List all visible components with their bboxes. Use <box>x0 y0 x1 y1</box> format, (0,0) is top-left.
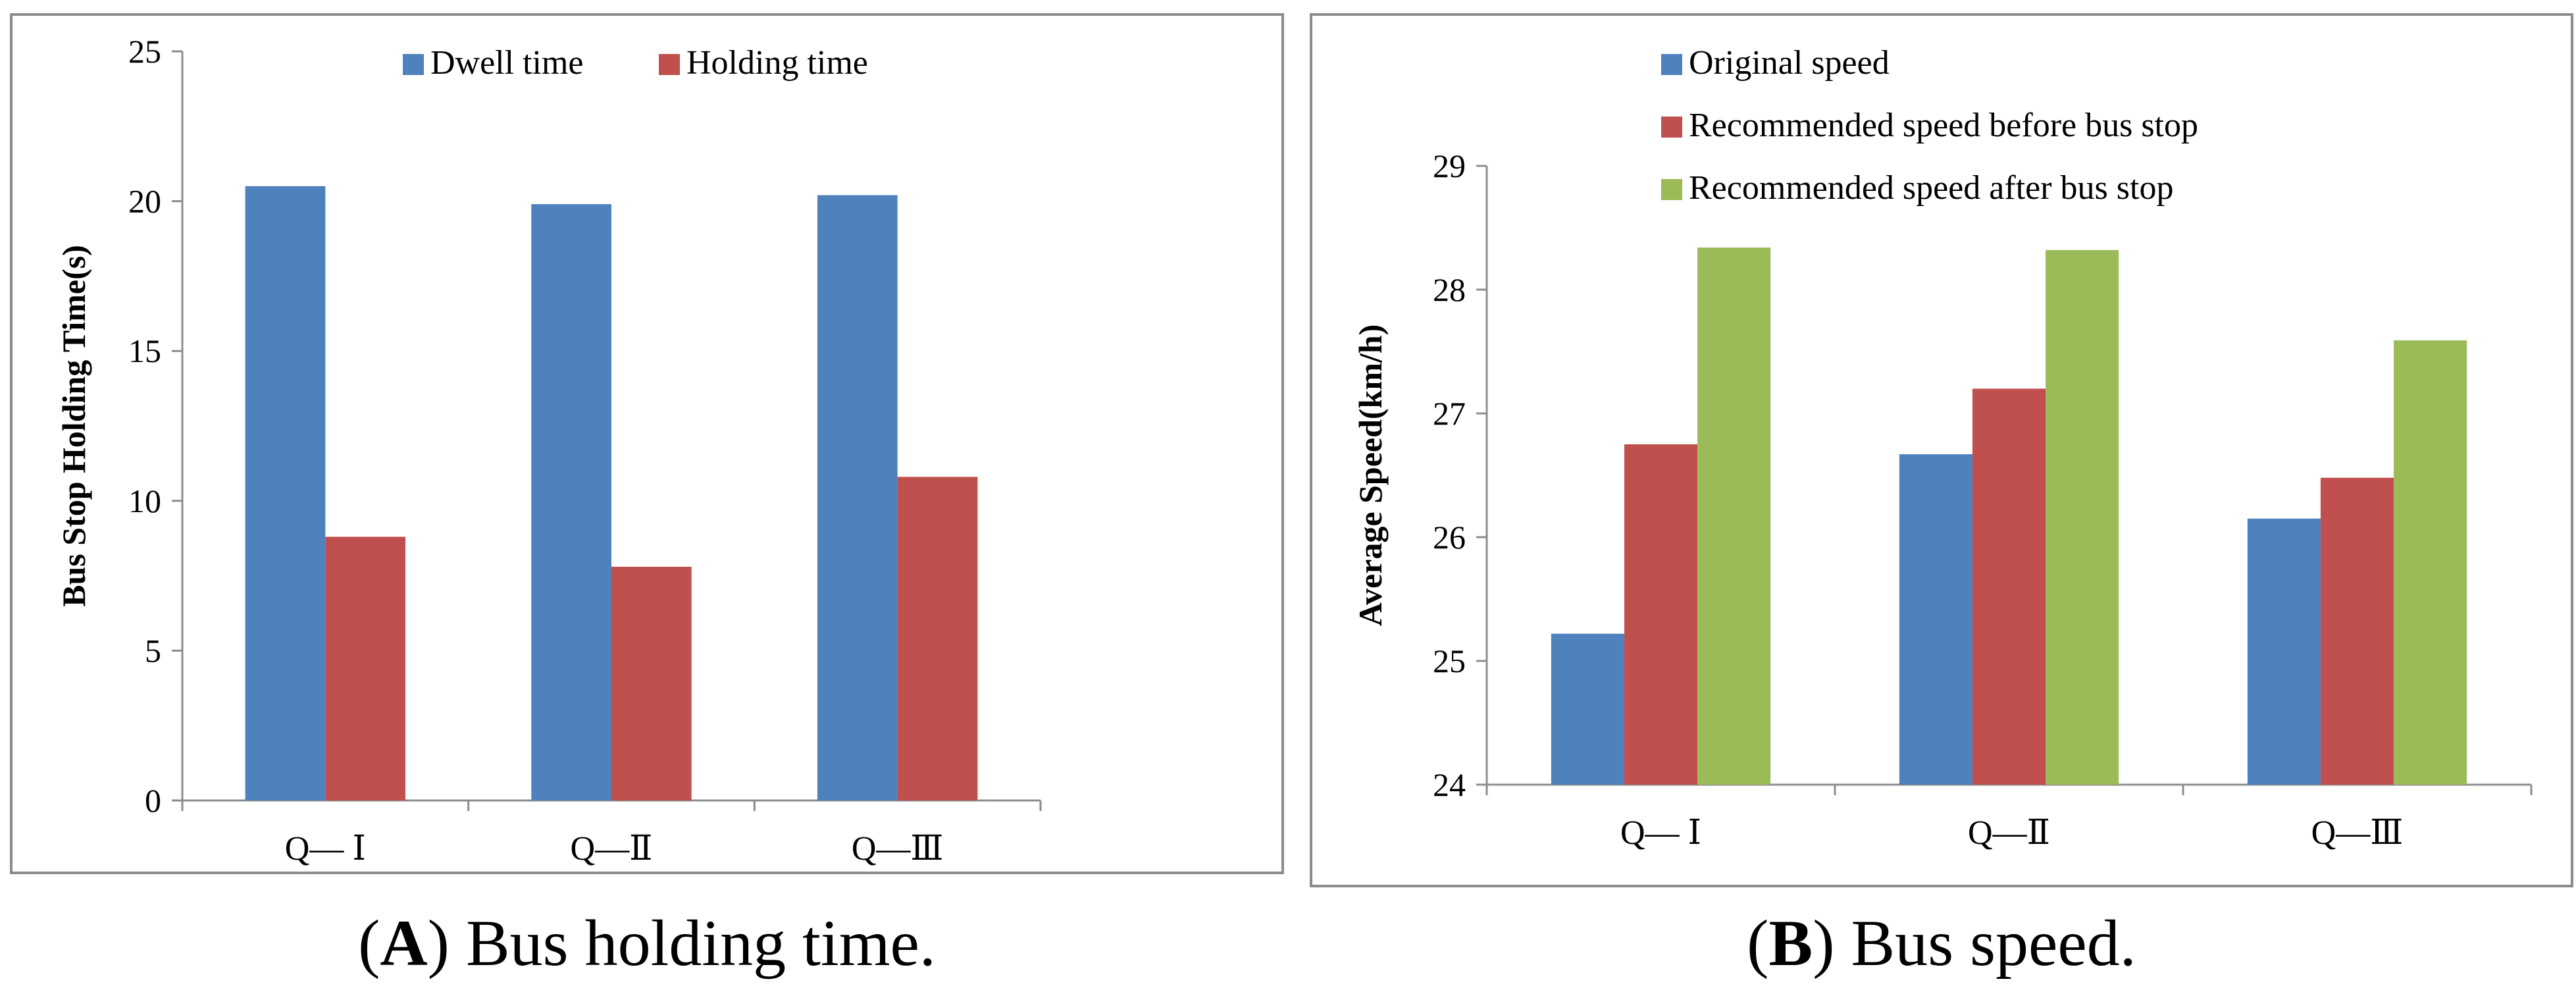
y-tick-label: 24 <box>1433 766 1466 803</box>
legend-label: Dwell time <box>430 44 584 82</box>
caption-b-label: B <box>1768 906 1813 980</box>
legend-label: Original speed <box>1689 44 1890 82</box>
bar <box>1551 633 1624 785</box>
bar <box>1697 248 1771 785</box>
y-tick-label: 15 <box>128 332 161 369</box>
y-tick-label: 25 <box>128 33 161 70</box>
x-tick-label: Q— Ⅰ <box>285 830 366 868</box>
bar <box>2247 518 2321 785</box>
chart-panel-b: 24 25 26 27 28 29 Q— Ⅰ Q—Ⅱ Q—Ⅲ Average Speed(km/h… <box>1310 13 2573 887</box>
chart-b-svg: 24 25 26 27 28 29 Q— Ⅰ Q—Ⅱ Q—Ⅲ Average Speed(km/h… <box>1352 44 2533 852</box>
caption-a-label: A <box>380 906 428 980</box>
y-tick-label: 27 <box>1433 395 1466 432</box>
x-tick-label: Q—Ⅲ <box>852 830 944 868</box>
y-tick-label: 28 <box>1433 271 1466 308</box>
bar <box>245 186 326 801</box>
bar <box>1972 388 2046 785</box>
caption-b-text: Bus speed. <box>1851 906 2136 980</box>
x-tick-label: Q— Ⅰ <box>1620 814 1701 852</box>
x-tick-label: Q—Ⅲ <box>2311 814 2404 852</box>
legend-swatch <box>659 54 680 75</box>
y-axis-title: Average Speed(km/h) <box>1352 325 1389 627</box>
chart-a-svg: 0 5 10 15 20 25 Q— Ⅰ Q—Ⅱ Q—Ⅲ Bus Stop Holding Tim… <box>55 33 1042 868</box>
x-tick-label: Q—Ⅱ <box>571 830 653 868</box>
bar <box>2046 249 2119 785</box>
legend-swatch <box>403 54 424 75</box>
bar <box>1624 444 1698 785</box>
caption-b: (B) Bus speed. <box>1747 906 2136 980</box>
bar <box>1899 454 1972 785</box>
bar <box>2320 477 2394 785</box>
caption-a: (A) Bus holding time. <box>358 906 936 980</box>
bar <box>2394 340 2467 785</box>
legend-swatch <box>1661 117 1682 138</box>
y-tick-label: 10 <box>128 483 161 519</box>
legend-swatch <box>1661 179 1682 200</box>
legend-label: Recommended speed before bus stop <box>1689 107 2198 144</box>
legend-label: Holding time <box>686 44 868 82</box>
legend-label: Recommended speed after bus stop <box>1689 169 2173 207</box>
y-tick-label: 5 <box>145 632 161 669</box>
y-axis-title: Bus Stop Holding Time(s) <box>55 245 92 607</box>
y-tick-label: 0 <box>145 782 161 819</box>
y-tick-label: 20 <box>128 183 161 220</box>
y-tick-label: 29 <box>1433 147 1466 184</box>
bar <box>325 536 406 800</box>
bar <box>611 566 692 800</box>
chart-panel-a: 0 5 10 15 20 25 Q— Ⅰ Q—Ⅱ Q—Ⅲ Bus Stop Holding Tim… <box>10 13 1284 874</box>
y-tick-label: 25 <box>1433 642 1466 679</box>
bar <box>531 204 611 801</box>
y-tick-label: 26 <box>1433 519 1466 556</box>
legend-swatch <box>1661 54 1682 75</box>
x-tick-label: Q—Ⅱ <box>1968 814 2050 852</box>
caption-a-text: Bus holding time. <box>465 906 936 980</box>
bar <box>817 195 898 801</box>
bar <box>897 477 978 800</box>
